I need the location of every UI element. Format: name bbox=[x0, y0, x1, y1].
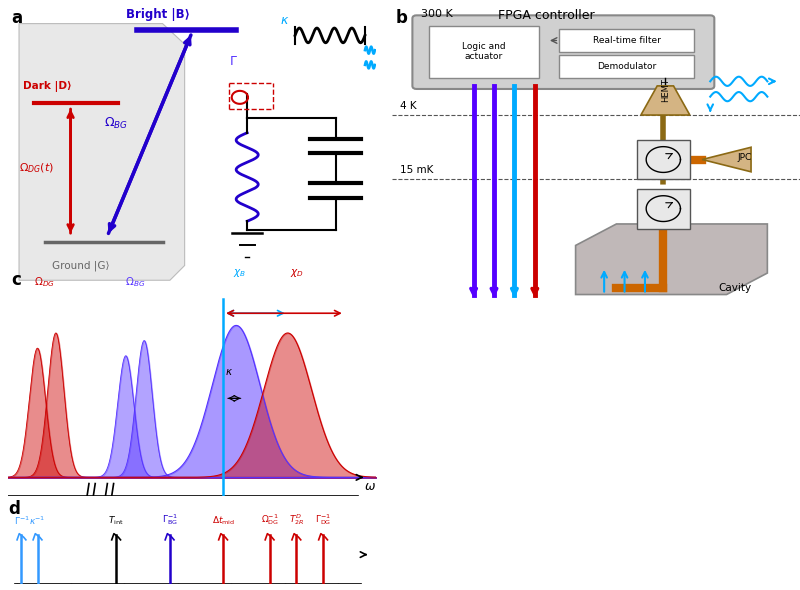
Text: $T_{\mathrm{int}}$: $T_{\mathrm{int}}$ bbox=[108, 514, 124, 526]
Text: Dark |D⟩: Dark |D⟩ bbox=[22, 80, 71, 91]
Polygon shape bbox=[702, 148, 751, 172]
Text: Logic and
actuator: Logic and actuator bbox=[462, 42, 506, 61]
Text: Ground |G⟩: Ground |G⟩ bbox=[52, 260, 110, 271]
Text: $\kappa^{-1}$: $\kappa^{-1}$ bbox=[30, 514, 46, 526]
FancyBboxPatch shape bbox=[559, 55, 694, 78]
Text: $\Omega_{BG}$: $\Omega_{BG}$ bbox=[104, 116, 128, 131]
FancyBboxPatch shape bbox=[429, 26, 539, 78]
Text: Real-time filter: Real-time filter bbox=[593, 35, 661, 45]
Text: 4 K: 4 K bbox=[400, 101, 417, 111]
Text: $\Omega_{DG}$: $\Omega_{DG}$ bbox=[34, 275, 55, 289]
Text: 300 K: 300 K bbox=[421, 9, 452, 19]
FancyBboxPatch shape bbox=[637, 189, 690, 228]
Text: Demodulator: Demodulator bbox=[597, 63, 656, 71]
Text: $\kappa$: $\kappa$ bbox=[225, 367, 233, 377]
FancyBboxPatch shape bbox=[413, 15, 714, 89]
FancyBboxPatch shape bbox=[559, 28, 694, 52]
Text: $\Gamma_{\mathrm{BG}}^{-1}$: $\Gamma_{\mathrm{BG}}^{-1}$ bbox=[162, 512, 178, 526]
Text: $\Omega_{BG}$: $\Omega_{BG}$ bbox=[125, 275, 145, 289]
Text: $\Omega_{\mathrm{DG}}^{-1}$: $\Omega_{\mathrm{DG}}^{-1}$ bbox=[261, 512, 278, 526]
Text: $\chi_B$: $\chi_B$ bbox=[234, 267, 246, 279]
Text: Bright |B⟩: Bright |B⟩ bbox=[126, 8, 190, 21]
Text: $\Delta t_{\mathrm{mid}}$: $\Delta t_{\mathrm{mid}}$ bbox=[211, 514, 234, 526]
Text: HEMT: HEMT bbox=[661, 78, 670, 102]
Text: b: b bbox=[396, 9, 408, 27]
Text: Cavity: Cavity bbox=[718, 283, 751, 293]
Polygon shape bbox=[641, 86, 690, 115]
Text: Dark: Dark bbox=[29, 507, 54, 517]
Text: FPGA controller: FPGA controller bbox=[498, 9, 594, 22]
Polygon shape bbox=[19, 24, 185, 280]
Text: 15 mK: 15 mK bbox=[400, 165, 434, 175]
Text: Cavity response: Cavity response bbox=[207, 507, 291, 517]
Text: $T_{2R}^{D}$: $T_{2R}^{D}$ bbox=[289, 512, 304, 526]
Text: a: a bbox=[12, 9, 23, 27]
Text: $\omega$: $\omega$ bbox=[364, 480, 376, 493]
Text: $\Gamma_{\mathrm{DG}}^{-1}$: $\Gamma_{\mathrm{DG}}^{-1}$ bbox=[315, 512, 331, 526]
Text: $\chi_D$: $\chi_D$ bbox=[290, 267, 304, 279]
Text: $\Omega_{DG}(t)$: $\Omega_{DG}(t)$ bbox=[19, 161, 54, 175]
Text: JPC: JPC bbox=[738, 153, 752, 162]
Polygon shape bbox=[576, 224, 767, 294]
Text: $\Gamma^{-1}$: $\Gamma^{-1}$ bbox=[14, 514, 30, 526]
Text: d: d bbox=[8, 500, 20, 518]
FancyBboxPatch shape bbox=[637, 140, 690, 179]
Text: c: c bbox=[12, 271, 22, 289]
Text: $\kappa$: $\kappa$ bbox=[280, 14, 290, 27]
Text: Bright: Bright bbox=[117, 507, 149, 517]
Text: $\Gamma$: $\Gamma$ bbox=[229, 55, 238, 68]
